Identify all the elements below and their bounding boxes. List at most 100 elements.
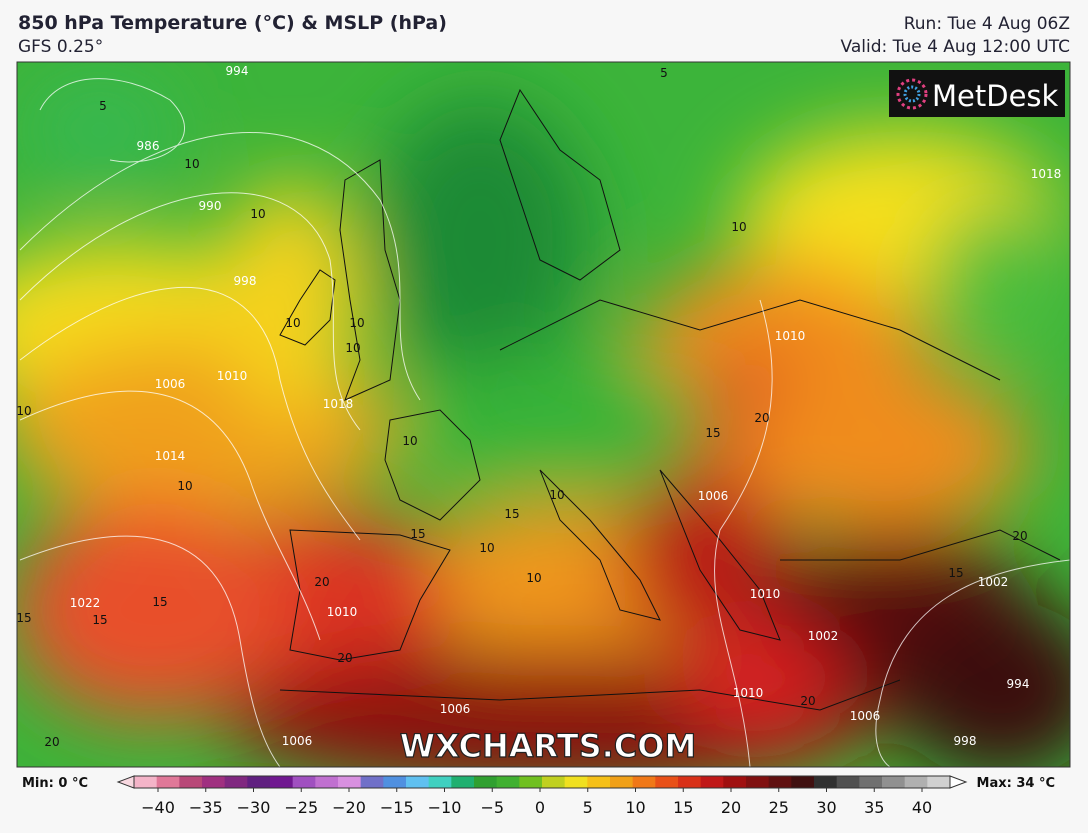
map-label: 10: [285, 316, 300, 330]
temperature-field: [17, 62, 1070, 767]
colorbar-arrow: [116, 775, 135, 789]
colorbar-swatch: [315, 776, 339, 788]
map-label: 5: [660, 66, 668, 80]
map-label: 1002: [978, 575, 1009, 589]
colorbar-swatch: [587, 776, 611, 788]
colorbar-tick-label: −25: [284, 798, 318, 817]
colorbar-swatch: [451, 776, 475, 788]
map-label: 998: [954, 734, 977, 748]
colorbar-tick-label: −10: [428, 798, 462, 817]
map-label: 1018: [1031, 167, 1062, 181]
map-label: 15: [705, 426, 720, 440]
colorbar-swatch: [542, 776, 566, 788]
colorbar-swatch: [746, 776, 770, 788]
colorbar-swatch: [292, 776, 316, 788]
map-label: 1010: [217, 369, 248, 383]
colorbar-swatch: [156, 776, 180, 788]
map-label: 20: [800, 694, 815, 708]
map-label: 20: [1012, 529, 1027, 543]
colorbar-tick-label: 35: [864, 798, 884, 817]
colorbar-swatch: [882, 776, 906, 788]
map-label: 10: [526, 571, 541, 585]
map-label: 1002: [808, 629, 839, 643]
colorbar-swatch: [383, 776, 407, 788]
map-label: 1006: [155, 377, 186, 391]
colorbar-tick-label: 30: [816, 798, 836, 817]
colorbar-tick-label: 5: [583, 798, 593, 817]
colorbar-frame: [133, 775, 951, 789]
title: 850 hPa Temperature (°C) & MSLP (hPa): [18, 12, 447, 34]
map-label: 10: [177, 479, 192, 493]
map-label: 20: [337, 651, 352, 665]
map-label: 10: [345, 341, 360, 355]
colorbar-swatch: [859, 776, 883, 788]
colorbar-swatch: [632, 776, 656, 788]
colorbar-swatch: [564, 776, 588, 788]
map-label: 10: [479, 541, 494, 555]
colorbar-tick-label: −20: [332, 798, 366, 817]
map-label: 994: [226, 64, 249, 78]
map-label: 994: [1007, 677, 1030, 691]
colorbar-swatch: [723, 776, 747, 788]
colorbar-swatch: [610, 776, 634, 788]
colorbar-swatch: [134, 776, 158, 788]
valid: Valid: Tue 4 Aug 12:00 UTC: [840, 37, 1070, 57]
colorbar-swatch: [496, 776, 520, 788]
map-label: 1010: [733, 686, 764, 700]
map-label: 1014: [155, 449, 186, 463]
colorbar-tick-label: −40: [141, 798, 175, 817]
map-label: 10: [402, 434, 417, 448]
colorbar-swatch: [338, 776, 362, 788]
colorbar: −40 −35 −30 −25 −20 −15 −10 −5 0 5 10 15 20 25 30 35 40: [116, 775, 968, 817]
colorbar-swatch: [247, 776, 271, 788]
colorbar-tick-label: 10: [625, 798, 645, 817]
watermark: WXCHARTS.COM: [400, 727, 697, 765]
colorbar-tick-label: −5: [480, 798, 504, 817]
colorbar-swatch: [836, 776, 860, 788]
map-label: 10: [184, 157, 199, 171]
colorbar-tick-label: 20: [721, 798, 741, 817]
map-label: 1006: [282, 734, 313, 748]
colorbar-swatch: [927, 776, 951, 788]
map-label: 15: [948, 566, 963, 580]
map-label: 1018: [323, 397, 354, 411]
colorbar-tick-label: −15: [380, 798, 414, 817]
map-label: 10: [349, 316, 364, 330]
colorbar-swatch: [655, 776, 679, 788]
colorbar-swatch: [406, 776, 430, 788]
logo-box: [889, 70, 1065, 117]
map-label: 1010: [327, 605, 358, 619]
map-label: 990: [199, 199, 222, 213]
colorbar-swatch: [360, 776, 384, 788]
map-label: 15: [410, 527, 425, 541]
map-label: 1010: [750, 587, 781, 601]
map-label: 998: [234, 274, 257, 288]
map-label: 1006: [440, 702, 471, 716]
map-frame: [16, 61, 1071, 768]
colorbar-swatch: [428, 776, 452, 788]
map-label: 1006: [850, 709, 881, 723]
colorbar-swatch: [791, 776, 815, 788]
run: Run: Tue 4 Aug 06Z: [903, 14, 1070, 34]
colorbar-swatch: [474, 776, 498, 788]
colorbar-max: Max: 34 °C: [977, 776, 1055, 791]
map-label: 10: [16, 404, 31, 418]
map-label: 20: [314, 575, 329, 589]
colorbar-swatch: [519, 776, 543, 788]
colorbar-min: Min: 0 °C: [22, 776, 88, 791]
model: GFS 0.25°: [18, 37, 104, 57]
colorbar-tick-label: 0: [535, 798, 545, 817]
map-label: 15: [152, 595, 167, 609]
colorbar-tick-label: 15: [673, 798, 693, 817]
colorbar-swatch: [179, 776, 203, 788]
map-label: 10: [731, 220, 746, 234]
colorbar-tick-label: 25: [769, 798, 789, 817]
colorbar-arrow: [949, 775, 968, 789]
map-label: 15: [16, 611, 31, 625]
colorbar-swatch: [700, 776, 724, 788]
colorbar-tick-label: −35: [189, 798, 223, 817]
map-label: 20: [44, 735, 59, 749]
